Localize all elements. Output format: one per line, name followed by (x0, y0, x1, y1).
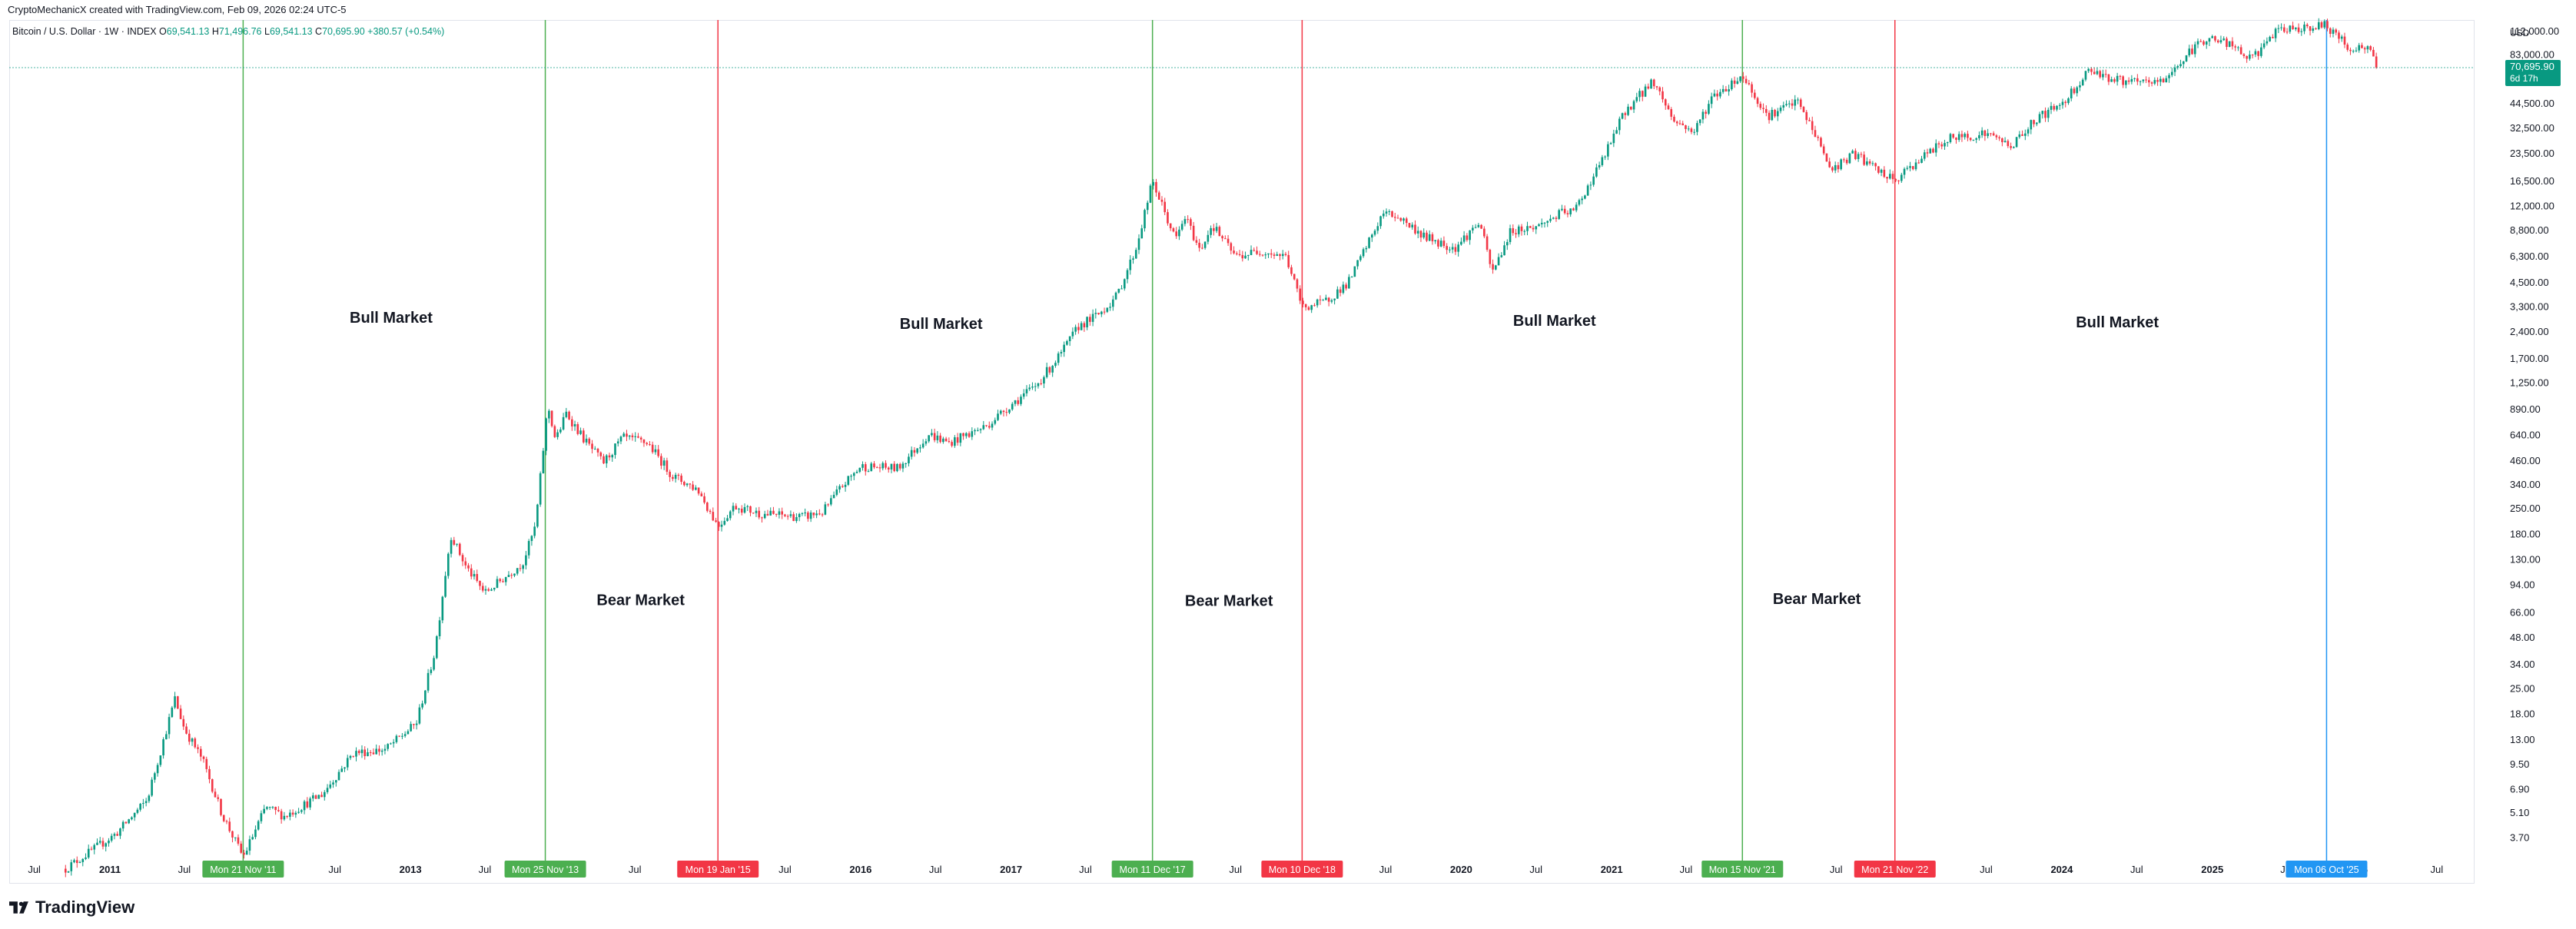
price-tick-4: 32,500.00 (2510, 122, 2554, 134)
price-tick-6: 16,500.00 (2510, 175, 2554, 187)
price-tick-19: 250.00 (2510, 503, 2541, 514)
low-value: 69,541.13 (269, 26, 313, 37)
chart-frame (9, 20, 2475, 884)
price-tick-17: 460.00 (2510, 455, 2541, 466)
price-axis: 112,000.0083,000.0060,000.0044,500.0032,… (2510, 25, 2559, 844)
price-tick-2: 60,000.00 (2510, 75, 2554, 86)
price-tick-25: 34.00 (2510, 659, 2535, 670)
price-tick-13: 1,700.00 (2510, 353, 2549, 364)
price-tick-15: 890.00 (2510, 403, 2541, 415)
current-price-badge (2505, 59, 2561, 86)
price-tick-11: 3,300.00 (2510, 301, 2549, 313)
current-price-label: 70,695.90 (2510, 61, 2554, 72)
high-value: 71,496.76 (218, 26, 262, 37)
close-label: C (315, 26, 323, 37)
price-tick-32: 3.70 (2510, 832, 2529, 844)
change-value: +380.57 (+0.54%) (367, 26, 445, 37)
tradingview-logo[interactable]: TradingView (9, 897, 134, 917)
high-label: H (211, 26, 219, 37)
price-tick-7: 12,000.00 (2510, 200, 2554, 211)
close-value: 70,695.90 (322, 26, 365, 37)
price-tick-24: 48.00 (2510, 632, 2535, 643)
price-tick-20: 180.00 (2510, 529, 2541, 540)
price-tick-12: 2,400.00 (2510, 326, 2549, 337)
price-tick-16: 640.00 (2510, 430, 2541, 441)
price-tick-31: 5.10 (2510, 807, 2529, 818)
open-label: O (159, 26, 167, 37)
symbol-legend: Bitcoin / U.S. Dollar · 1W · INDEX O69,5… (12, 26, 444, 37)
price-tick-26: 25.00 (2510, 682, 2535, 694)
price-tick-30: 6.90 (2510, 783, 2529, 795)
chart-credit: CryptoMechanicX created with TradingView… (8, 4, 347, 15)
low-label: L (264, 26, 270, 37)
price-tick-23: 66.00 (2510, 607, 2535, 619)
price-tick-21: 130.00 (2510, 554, 2541, 566)
price-tick-1: 83,000.00 (2510, 49, 2554, 61)
open-value: 69,541.13 (166, 26, 210, 37)
price-tick-14: 1,250.00 (2510, 377, 2549, 388)
price-tick-5: 23,500.00 (2510, 148, 2554, 159)
candle-countdown-label: 6d 17h (2510, 73, 2538, 84)
tradingview-logo-icon (9, 901, 28, 914)
price-tick-8: 8,800.00 (2510, 224, 2549, 236)
currency-label[interactable]: USD (2510, 28, 2530, 38)
price-tick-18: 340.00 (2510, 479, 2541, 490)
tradingview-brand: TradingView (35, 897, 135, 917)
price-tick-29: 9.50 (2510, 758, 2529, 770)
price-tick-27: 18.00 (2510, 708, 2535, 720)
price-tick-9: 6,300.00 (2510, 250, 2549, 262)
symbol-title[interactable]: Bitcoin / U.S. Dollar · 1W · INDEX (12, 26, 157, 37)
price-tick-3: 44,500.00 (2510, 98, 2554, 109)
price-tick-10: 4,500.00 (2510, 277, 2549, 288)
price-tick-22: 94.00 (2510, 579, 2535, 591)
price-tick-28: 13.00 (2510, 734, 2535, 745)
